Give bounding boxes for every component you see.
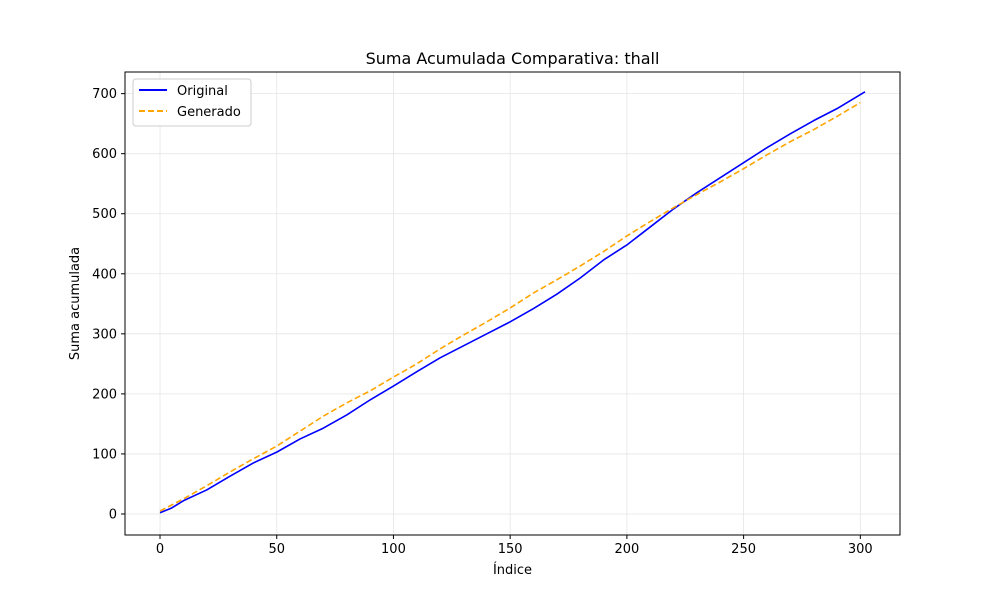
legend: Original Generado [132,78,252,127]
x-tick-label: 150 [498,542,523,557]
y-tick-label: 0 [109,507,117,522]
x-tick-label: 200 [614,542,639,557]
y-axis-label: Suma acumulada [68,247,83,360]
x-tick-label: 250 [731,542,756,557]
x-tick-label: 50 [268,542,285,557]
series-line-original [159,91,866,514]
y-tick-label: 300 [92,327,117,342]
chart-title: Suma Acumulada Comparativa: thall [366,49,660,68]
legend-label-original: Original [177,84,228,99]
y-tick-label: 100 [92,447,117,462]
x-axis-label: Índice [493,562,532,578]
y-tick-label: 500 [92,207,117,222]
plot-frame [124,71,901,536]
x-tick-label: 0 [156,542,164,557]
y-tick-label: 700 [92,87,117,102]
x-tick-label: 100 [381,542,406,557]
series-line-generado [159,101,861,512]
y-tick-label: 400 [92,267,117,282]
x-tick-label: 300 [848,542,873,557]
legend-label-generado: Generado [177,105,241,120]
y-tick-label: 600 [92,147,117,162]
grid [125,72,900,535]
y-tick-label: 200 [92,387,117,402]
plot-series [159,91,866,514]
axis-ticks: 0 50 100 150 200 250 300 0 100 200 300 400 500 600 700 [92,87,873,557]
